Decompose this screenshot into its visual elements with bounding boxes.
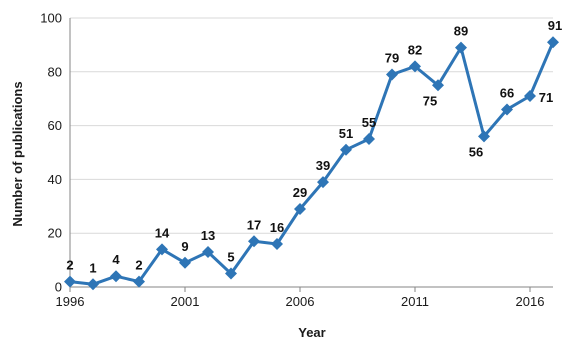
y-tick-label-20: 20 xyxy=(48,226,62,241)
data-label-2005: 16 xyxy=(270,220,284,235)
data-label-2014: 56 xyxy=(469,144,483,159)
data-point-2002 xyxy=(202,246,214,259)
y-axis-title: Number of publications xyxy=(10,81,25,226)
data-point-2013 xyxy=(455,41,467,54)
gridlines xyxy=(70,17,553,234)
data-label-2006: 29 xyxy=(293,185,307,200)
data-label-1999: 2 xyxy=(135,258,142,273)
data-point-2017 xyxy=(547,36,559,49)
data-label-2004: 17 xyxy=(247,217,261,232)
data-label-2015: 66 xyxy=(500,85,514,100)
data-label-2011: 82 xyxy=(408,42,422,57)
data-point-1996 xyxy=(64,275,76,288)
x-tick-label-2001: 2001 xyxy=(171,294,200,309)
data-label-2001: 9 xyxy=(181,239,188,254)
data-label-2010: 79 xyxy=(385,50,399,65)
data-point-1997 xyxy=(87,278,99,291)
data-point-2008 xyxy=(340,143,352,156)
y-tick-label-60: 60 xyxy=(48,118,62,133)
data-point-2005 xyxy=(271,237,283,250)
data-point-2009 xyxy=(363,133,375,146)
x-axis-title: Year xyxy=(298,325,325,340)
x-tick-labels: 1996 2001 2006 2011 2016 xyxy=(56,294,545,309)
y-tick-label-80: 80 xyxy=(48,64,62,79)
data-point-2010 xyxy=(386,68,398,81)
data-label-2007: 39 xyxy=(316,158,330,173)
data-point-2012 xyxy=(432,79,444,92)
data-label-2000: 14 xyxy=(155,225,170,240)
axes xyxy=(69,18,553,292)
data-label-1997: 1 xyxy=(89,260,96,275)
data-label-2002: 13 xyxy=(201,228,215,243)
data-label-2003: 5 xyxy=(227,250,234,265)
x-tick-label-2006: 2006 xyxy=(286,294,315,309)
data-label-2013: 89 xyxy=(454,24,468,39)
data-label-2008: 51 xyxy=(339,126,353,141)
x-tick-label-1996: 1996 xyxy=(56,294,85,309)
data-point-2016 xyxy=(524,90,536,103)
data-point-2000 xyxy=(156,243,168,256)
data-label-2017: 91 xyxy=(548,18,562,33)
data-label-1996: 2 xyxy=(66,258,73,273)
y-tick-label-0: 0 xyxy=(55,280,62,295)
data-point-2014 xyxy=(478,130,490,143)
data-label-2009: 55 xyxy=(362,115,376,130)
data-label-1998: 4 xyxy=(112,252,120,267)
data-label-2012: 75 xyxy=(423,93,437,108)
data-point-2007 xyxy=(317,176,329,189)
data-point-2001 xyxy=(179,256,191,269)
x-tick-label-2016: 2016 xyxy=(516,294,545,309)
series-line xyxy=(69,41,555,286)
y-tick-label-40: 40 xyxy=(48,172,62,187)
data-point-1999 xyxy=(133,275,145,288)
data-point-2015 xyxy=(501,103,513,116)
data-point-2006 xyxy=(294,202,306,215)
data-point-2004 xyxy=(248,235,260,248)
y-tick-labels: 0 20 40 60 80 100 xyxy=(40,11,62,295)
series-publications xyxy=(64,36,559,291)
y-tick-label-100: 100 xyxy=(40,11,62,26)
x-tick-label-2011: 2011 xyxy=(401,294,429,309)
data-point-2003 xyxy=(225,267,237,280)
data-point-2011 xyxy=(409,60,421,73)
data-point-1998 xyxy=(110,270,122,283)
data-label-2016: 71 xyxy=(539,90,553,105)
